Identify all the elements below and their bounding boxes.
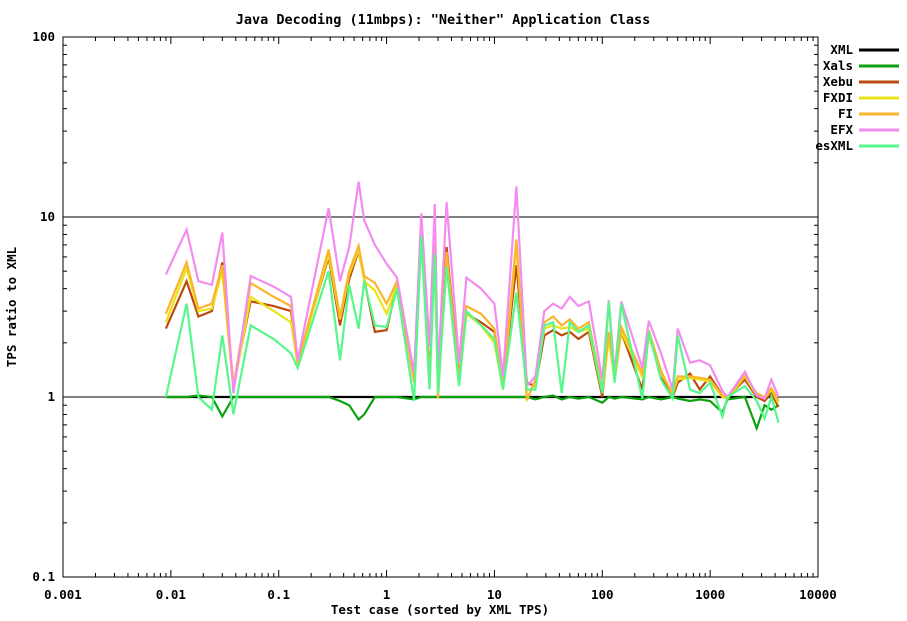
data-series	[164, 181, 780, 432]
y-tick-label: 0.1	[32, 569, 55, 584]
x-tick-label: 0.001	[44, 587, 82, 602]
legend-label: esXML	[815, 138, 853, 153]
y-axis-label: TPS ratio to XML	[4, 246, 19, 367]
x-tick-label: 10	[487, 587, 502, 602]
x-tick-label: 10000	[799, 587, 837, 602]
series-line-efx	[164, 181, 780, 401]
x-tick-label: 0.1	[267, 587, 290, 602]
x-tick-label: 0.01	[156, 587, 186, 602]
x-tick-label: 1	[383, 587, 391, 602]
legend-item-fxdi: FXDI	[823, 90, 899, 105]
legend-item-xals: Xals	[823, 58, 899, 73]
legend-item-efx: EFX	[830, 122, 899, 137]
legend-label: EFX	[830, 122, 853, 137]
legend-label: XML	[830, 42, 853, 57]
series-line-esxml	[164, 236, 780, 423]
legend-item-esxml: esXML	[815, 138, 899, 153]
legend-label: FI	[838, 106, 853, 121]
tick-labels: 0.001 0.01 0.1 1 10 100 1000 10000 0.1 1 10 100	[32, 29, 836, 602]
y-tick-label: 10	[40, 209, 55, 224]
plot-border	[62, 36, 819, 578]
legend-label: FXDI	[823, 90, 853, 105]
series-line-xals	[165, 394, 780, 432]
legend-item-xml: XML	[830, 42, 899, 57]
x-tick-label: 1000	[695, 587, 725, 602]
y-tick-label: 100	[32, 29, 55, 44]
legend-item-fi: FI	[838, 106, 899, 121]
x-axis-label: Test case (sorted by XML TPS)	[331, 602, 549, 617]
axis-ticks	[62, 36, 819, 578]
legend-label: Xebu	[823, 74, 853, 89]
y-tick-label: 1	[47, 389, 55, 404]
chart-title: Java Decoding (11mbps): "Neither" Applic…	[236, 12, 651, 28]
x-tick-label: 100	[591, 587, 614, 602]
legend-item-xebu: Xebu	[823, 74, 899, 89]
legend-label: Xals	[823, 58, 853, 73]
